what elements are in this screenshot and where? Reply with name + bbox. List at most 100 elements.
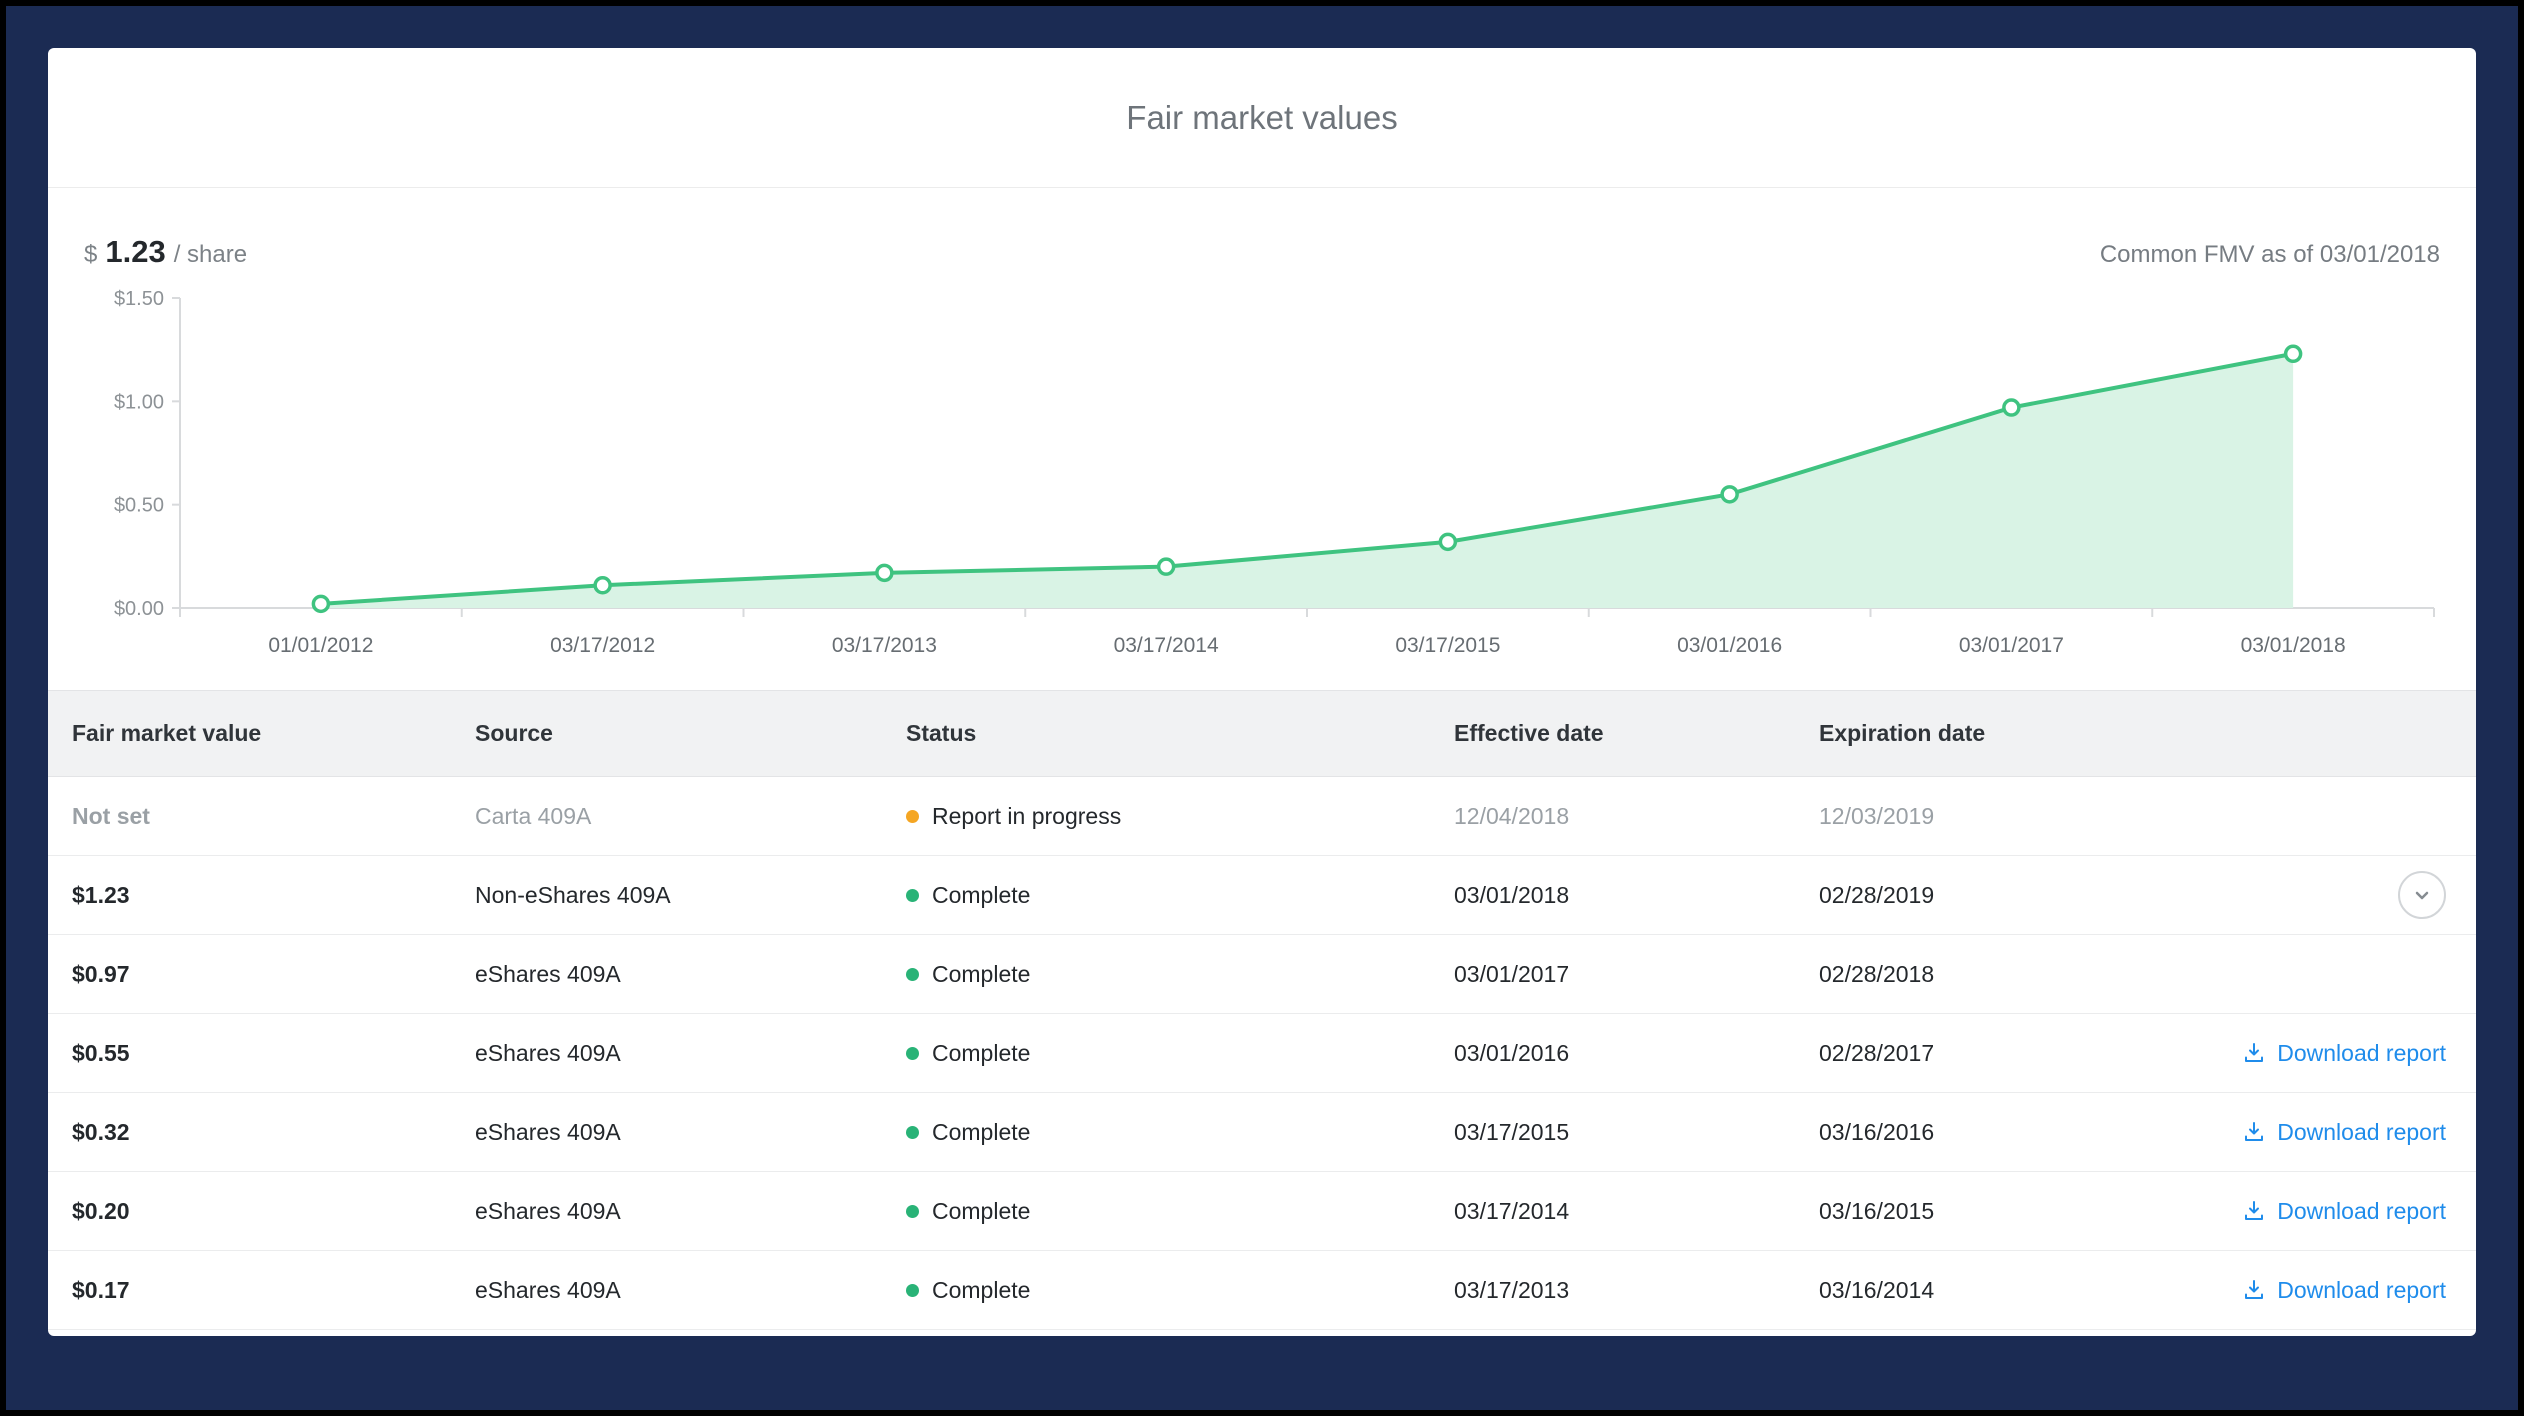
svg-text:03/01/2018: 03/01/2018 <box>2241 634 2346 657</box>
status-dot-icon <box>906 1046 919 1060</box>
fmv-chart: $0.00 $0.50 $1.00 $1.50 01/01/2012 03/17/2012… <box>80 278 2444 678</box>
svg-text:03/17/2014: 03/17/2014 <box>1114 634 1219 657</box>
status-dot-icon <box>906 809 919 823</box>
status-cell: Complete <box>882 961 1430 988</box>
status-dot-icon <box>906 1125 919 1139</box>
status-dot-icon <box>906 888 919 902</box>
status-label: Complete <box>932 1118 1031 1145</box>
table-row: $0.20 eShares 409A Complete 03/17/2014 03/16… <box>48 1172 2476 1251</box>
fmv-summary-row: $ 1.23 / share Common FMV as of 03/01/20… <box>84 234 2440 270</box>
download-report-link[interactable]: Download report <box>2242 1119 2446 1146</box>
source-cell: eShares 409A <box>475 1197 621 1224</box>
table-row: $0.55 eShares 409A Complete 03/01/2016 02/28… <box>48 1014 2476 1093</box>
fmv-table-body: Not set Carta 409A Report in progress 12/04… <box>48 777 2476 1330</box>
svg-text:$1.50: $1.50 <box>114 288 164 310</box>
download-report-label: Download report <box>2277 1039 2446 1066</box>
fmv-cell: $0.17 <box>72 1276 130 1303</box>
column-header-effective-date: Effective date <box>1454 720 1604 746</box>
column-header-status: Status <box>906 720 977 746</box>
svg-text:$1.00: $1.00 <box>114 391 164 413</box>
status-label: Complete <box>932 1276 1031 1303</box>
status-label: Complete <box>932 1197 1031 1224</box>
svg-text:03/17/2012: 03/17/2012 <box>550 634 655 657</box>
effective-date-cell: 03/17/2014 <box>1454 1197 1570 1224</box>
source-cell: eShares 409A <box>475 1039 621 1066</box>
source-cell: Non-eShares 409A <box>475 881 671 908</box>
effective-date-cell: 03/01/2018 <box>1454 881 1570 908</box>
column-header-expiration-date: Expiration date <box>1819 720 1986 746</box>
download-report-link[interactable]: Download report <box>2242 1198 2446 1225</box>
source-cell: Carta 409A <box>475 802 592 829</box>
row-actions: Download report <box>2195 1119 2476 1146</box>
row-actions: Download report <box>2195 1277 2476 1304</box>
status-label: Complete <box>932 881 1031 908</box>
effective-date-cell: 12/04/2018 <box>1454 802 1570 829</box>
download-icon <box>2245 1043 2264 1062</box>
source-cell: eShares 409A <box>475 1118 621 1145</box>
table-row: $0.97 eShares 409A Complete 03/01/2017 02/28… <box>48 935 2476 1014</box>
status-cell: Complete <box>882 1119 1430 1146</box>
fmv-cell: Not set <box>72 802 150 829</box>
table-row: $1.23 Non-eShares 409A Complete 03/01/2018 0… <box>48 856 2476 935</box>
status-label: Report in progress <box>932 802 1122 829</box>
download-report-label: Download report <box>2277 1197 2446 1224</box>
fmv-area-chart: $0.00 $0.50 $1.00 $1.50 01/01/2012 03/17/2012… <box>114 288 2435 657</box>
expiration-date-cell: 02/28/2019 <box>1819 881 1935 908</box>
fmv-cell: $0.97 <box>72 960 130 987</box>
fmv-cell: $1.23 <box>72 881 130 908</box>
expiration-date-cell: 03/16/2016 <box>1819 1118 1935 1145</box>
row-actions <box>2195 871 2476 919</box>
table-row: Not set Carta 409A Report in progress 12/04… <box>48 777 2476 856</box>
download-icon <box>2245 1280 2264 1299</box>
svg-text:01/01/2012: 01/01/2012 <box>268 634 373 657</box>
svg-text:03/01/2016: 03/01/2016 <box>1677 634 1782 657</box>
current-fmv-price: $ 1.23 / share <box>84 234 247 270</box>
status-cell: Complete <box>882 882 1430 909</box>
source-cell: eShares 409A <box>475 960 621 987</box>
currency-symbol: $ <box>84 241 98 268</box>
row-actions: Download report <box>2195 1198 2476 1225</box>
row-actions: Download report <box>2195 1040 2476 1067</box>
download-icon <box>2245 1122 2264 1141</box>
status-cell: Complete <box>882 1040 1430 1067</box>
expand-row-button[interactable] <box>2398 871 2446 919</box>
fmv-table: Fair market value Source Status Effectiv… <box>48 690 2476 1330</box>
download-report-label: Download report <box>2277 1276 2446 1303</box>
svg-text:03/01/2017: 03/01/2017 <box>1959 634 2064 657</box>
download-report-link[interactable]: Download report <box>2242 1277 2446 1304</box>
page-header: Fair market values <box>48 48 2476 188</box>
column-header-source: Source <box>475 720 553 746</box>
table-row: $0.32 eShares 409A Complete 03/17/2015 03/16… <box>48 1093 2476 1172</box>
expiration-date-cell: 03/16/2015 <box>1819 1197 1935 1224</box>
status-label: Complete <box>932 960 1031 987</box>
expiration-date-cell: 03/16/2014 <box>1819 1276 1935 1303</box>
status-dot-icon <box>906 967 919 981</box>
status-label: Complete <box>932 1039 1031 1066</box>
download-report-link[interactable]: Download report <box>2242 1040 2446 1067</box>
fmv-cell: $0.20 <box>72 1197 130 1224</box>
status-cell: Complete <box>882 1198 1430 1225</box>
status-cell: Report in progress <box>882 803 1430 830</box>
svg-text:$0.50: $0.50 <box>114 495 164 517</box>
source-cell: eShares 409A <box>475 1276 621 1303</box>
expiration-date-cell: 02/28/2018 <box>1819 960 1935 987</box>
fmv-cell: $0.55 <box>72 1039 130 1066</box>
table-header-row: Fair market value Source Status Effectiv… <box>48 691 2476 777</box>
effective-date-cell: 03/17/2015 <box>1454 1118 1570 1145</box>
svg-text:03/17/2013: 03/17/2013 <box>832 634 937 657</box>
effective-date-cell: 03/01/2016 <box>1454 1039 1570 1066</box>
page-title: Fair market values <box>1126 98 1398 136</box>
download-report-label: Download report <box>2277 1118 2446 1145</box>
svg-text:03/17/2015: 03/17/2015 <box>1395 634 1500 657</box>
fmv-cell: $0.32 <box>72 1118 130 1145</box>
per-share-label: / share <box>173 241 248 268</box>
status-dot-icon <box>906 1283 919 1297</box>
column-header-fair-market-value: Fair market value <box>72 720 262 746</box>
expiration-date-cell: 02/28/2017 <box>1819 1039 1935 1066</box>
download-icon <box>2245 1201 2264 1220</box>
table-row: $0.17 eShares 409A Complete 03/17/2013 03/16… <box>48 1251 2476 1330</box>
expiration-date-cell: 12/03/2019 <box>1819 802 1935 829</box>
fmv-page: Fair market values $ 1.23 / share Common… <box>48 48 2476 1336</box>
effective-date-cell: 03/01/2017 <box>1454 960 1570 987</box>
